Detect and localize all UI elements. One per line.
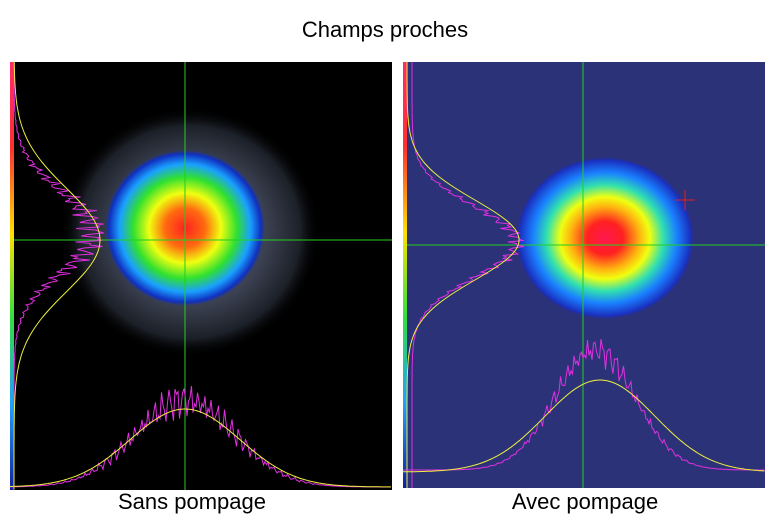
fit xyxy=(403,379,765,473)
fit xyxy=(406,62,520,488)
image-right xyxy=(403,62,765,488)
profile xyxy=(10,385,391,488)
colorbar xyxy=(10,62,14,490)
image-left xyxy=(10,62,392,490)
colorbar xyxy=(403,62,407,488)
beam xyxy=(515,156,695,320)
fit xyxy=(10,408,391,488)
marker xyxy=(675,190,695,210)
fit xyxy=(13,62,101,490)
profile xyxy=(403,338,765,471)
profile xyxy=(411,62,525,488)
panel-label: Avec pompage xyxy=(512,489,658,514)
title: Champs proches xyxy=(302,17,468,42)
panel-label: Sans pompage xyxy=(118,489,266,514)
